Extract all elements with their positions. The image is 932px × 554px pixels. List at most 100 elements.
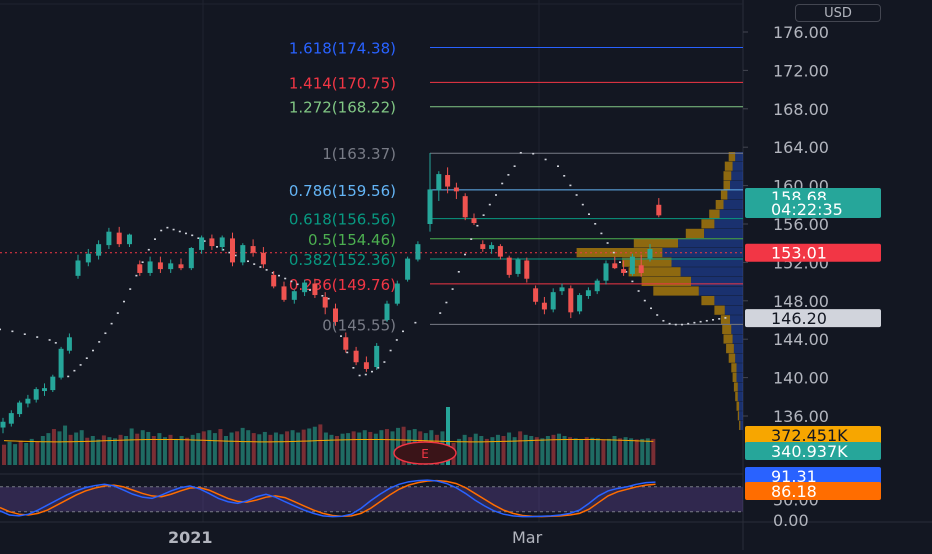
- volume-bar: [629, 438, 634, 465]
- y-tick-label: 156.00: [773, 215, 829, 234]
- volume-profile-up-bar: [739, 411, 743, 421]
- candle-body: [415, 244, 421, 260]
- volume-bar: [101, 435, 106, 465]
- volume-bar: [529, 436, 534, 465]
- candle-body: [568, 288, 574, 313]
- sar-dot: [284, 277, 287, 280]
- sar-dot: [259, 266, 262, 268]
- sar-dot: [309, 289, 311, 291]
- volume-bar: [18, 440, 23, 465]
- volume-bar: [396, 427, 401, 465]
- candle-body: [333, 308, 338, 322]
- volume-bar: [379, 430, 384, 465]
- volume-bar: [584, 437, 589, 465]
- volume-bar: [151, 436, 156, 465]
- candle-body: [533, 288, 539, 302]
- volume-bar: [573, 438, 578, 465]
- candle-body: [384, 303, 390, 320]
- volume-profile-down-bar: [723, 334, 733, 344]
- candle-body: [75, 260, 81, 276]
- volume-bar: [651, 438, 656, 465]
- volume-profile-down-bar: [732, 372, 737, 382]
- sar-dot: [643, 299, 646, 302]
- price-tag: 04:22:35: [745, 200, 881, 219]
- candle-body: [17, 402, 23, 415]
- volume-profile-up-bar: [730, 180, 743, 190]
- volume-bar: [618, 438, 623, 465]
- sar-dot: [0, 328, 1, 331]
- candle-body: [157, 262, 163, 270]
- candle-body: [343, 337, 349, 350]
- y-tick-label: 140.00: [773, 369, 829, 388]
- sar-dot: [178, 230, 181, 233]
- volume-profile-up-bar: [736, 372, 743, 382]
- stoch-y-tick: 0.00: [773, 511, 809, 530]
- volume-bar: [107, 437, 112, 465]
- x-tick-label: Mar: [512, 528, 543, 547]
- volume-bar: [595, 438, 600, 465]
- candle-body: [550, 292, 556, 310]
- volume-profile-down-bar: [628, 267, 681, 277]
- volume-bar: [246, 430, 251, 465]
- volume-profile-up-bar: [680, 267, 743, 277]
- sar-dot: [464, 253, 466, 256]
- volume-profile-up-bar: [735, 152, 743, 162]
- volume-bar: [68, 434, 73, 465]
- volume-bar: [179, 436, 184, 465]
- sar-dot: [54, 342, 57, 344]
- currency-button[interactable]: USD: [795, 4, 881, 22]
- candle-body: [621, 269, 627, 273]
- sar-dot: [501, 182, 504, 185]
- sar-dot: [228, 251, 231, 254]
- volume-profile-down-bar: [722, 324, 732, 334]
- x-tick-label: 2021: [168, 528, 213, 547]
- volume-profile-up-bar: [678, 238, 743, 248]
- sar-dot: [631, 280, 634, 283]
- candle-body: [629, 256, 635, 274]
- candle-body: [585, 290, 591, 296]
- candle-body: [405, 258, 411, 280]
- candle-body: [209, 238, 215, 247]
- candle-body: [219, 237, 225, 248]
- fib-level-label: 0.618(156.56): [289, 211, 396, 229]
- sar-dot: [619, 261, 621, 263]
- volume-bar: [384, 429, 389, 465]
- stoch-d-tag-bg: [745, 482, 881, 500]
- sar-dot: [724, 317, 727, 319]
- volume-profile-down-bar: [735, 392, 738, 402]
- sar-dot: [674, 323, 677, 326]
- volume-profile-down-bar: [622, 257, 672, 267]
- volume-bar: [251, 433, 256, 465]
- volume-bar: [307, 428, 312, 465]
- sar-dot: [346, 351, 349, 354]
- sar-dot: [705, 319, 708, 322]
- candle-body: [96, 244, 102, 256]
- volume-bar: [135, 433, 140, 465]
- volume-bar: [235, 431, 240, 465]
- sar-dot: [600, 232, 603, 235]
- volume-bar: [40, 436, 45, 465]
- sar-dot: [48, 339, 51, 341]
- volume-bar: [335, 436, 339, 465]
- candle-body: [462, 196, 468, 218]
- sar-dot: [203, 240, 206, 242]
- fib-level-label: 1(163.37): [322, 145, 396, 163]
- sar-dot: [519, 151, 522, 154]
- volume-profile-up-bar: [739, 401, 743, 411]
- volume-bar: [368, 431, 373, 465]
- sar-dot: [507, 174, 510, 176]
- candle-body: [559, 287, 565, 292]
- price-tag-text: 04:22:35: [771, 200, 843, 219]
- sar-dot: [681, 323, 683, 326]
- volume-bar: [74, 432, 79, 465]
- sar-dot: [141, 261, 144, 263]
- volume-profile-down-bar: [723, 180, 730, 190]
- sar-dot: [699, 320, 702, 323]
- sar-dot: [296, 283, 299, 286]
- sar-dot: [476, 224, 479, 227]
- volume-bar: [262, 431, 267, 465]
- volume-profile-down-bar: [653, 286, 699, 296]
- volume-profile-down-bar: [723, 171, 732, 181]
